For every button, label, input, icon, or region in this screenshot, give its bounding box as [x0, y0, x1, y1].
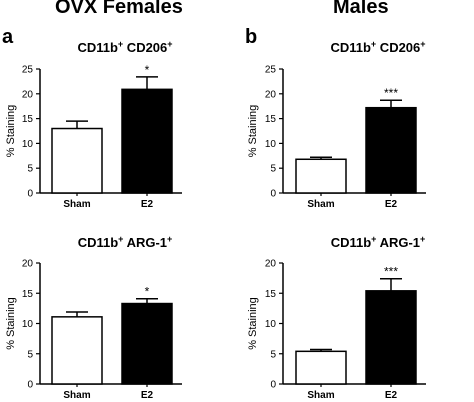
chart3-y-tick-label: 0: [27, 380, 33, 391]
chart3-y-tick-label: 20: [22, 259, 34, 270]
chart4-y-axis-label: % Staining: [247, 297, 259, 350]
panel-letter-a: a: [2, 26, 14, 48]
chart3-y-tick-label: 15: [22, 289, 34, 300]
chart1-bar-e2: [121, 88, 173, 194]
chart1-category-label: E2: [141, 199, 154, 210]
chart2-category-label: E2: [385, 199, 398, 210]
chart1-y-tick-label: 15: [22, 114, 34, 125]
chart4-category-label: Sham: [307, 390, 334, 401]
chart1-y-tick-label: 0: [27, 189, 33, 200]
chart3-bar-sham: [51, 316, 103, 385]
chart3-y-tick-label: 10: [22, 319, 34, 330]
chart1-significance-mark: *: [145, 63, 150, 77]
chart2-y-tick-label: 5: [270, 164, 276, 175]
chart2-y-tick-label: 15: [265, 114, 277, 125]
chart3-title: CD11b+ ARG-1+: [78, 234, 173, 250]
chart4-bar-sham: [295, 350, 347, 385]
panel-letter-b: b: [245, 26, 258, 48]
chart1-bar-sham: [51, 127, 103, 194]
column-title-males: Males: [333, 0, 389, 18]
chart4-y-tick-label: 10: [265, 319, 277, 330]
chart4-y-tick-label: 20: [265, 259, 277, 270]
chart2-bar-sham: [295, 158, 347, 194]
chart4-y-tick-label: 5: [270, 349, 276, 360]
chart4-significance-mark: ***: [384, 265, 398, 279]
chart1-y-tick-label: 25: [22, 65, 34, 76]
chart2-y-tick-label: 10: [265, 139, 277, 150]
chart1-category-label: Sham: [63, 199, 90, 210]
chart3-y-tick-label: 5: [27, 349, 33, 360]
chart3-significance-mark: *: [145, 285, 150, 299]
chart4-y-tick-label: 15: [265, 289, 277, 300]
chart4-title: CD11b+ ARG-1+: [331, 234, 426, 250]
chart1-y-axis-label: % Staining: [5, 105, 17, 158]
chart3-category-label: E2: [141, 390, 154, 401]
chart2-category-label: Sham: [307, 199, 334, 210]
chart1-y-tick-label: 5: [27, 164, 33, 175]
chart1-y-tick-label: 20: [22, 89, 34, 100]
chart3-y-axis-label: % Staining: [5, 297, 17, 350]
column-title-females: OVX Females: [55, 0, 183, 18]
chart4-y-tick-label: 0: [270, 380, 276, 391]
chart1-y-tick-label: 10: [22, 139, 34, 150]
chart2-y-axis-label: % Staining: [247, 105, 259, 158]
chart2-y-tick-label: 20: [265, 89, 277, 100]
chart2-bar-e2: [365, 106, 417, 194]
chart3-bar-e2: [121, 302, 173, 385]
chart2-y-tick-label: 0: [270, 189, 276, 200]
chart2-title: CD11b+ CD206+: [330, 39, 425, 55]
chart2-significance-mark: ***: [384, 86, 398, 100]
chart2-y-tick-label: 25: [265, 65, 277, 76]
chart1-title: CD11b+ CD206+: [77, 39, 172, 55]
chart3-category-label: Sham: [63, 390, 90, 401]
chart4-bar-e2: [365, 290, 417, 385]
chart4-category-label: E2: [385, 390, 398, 401]
